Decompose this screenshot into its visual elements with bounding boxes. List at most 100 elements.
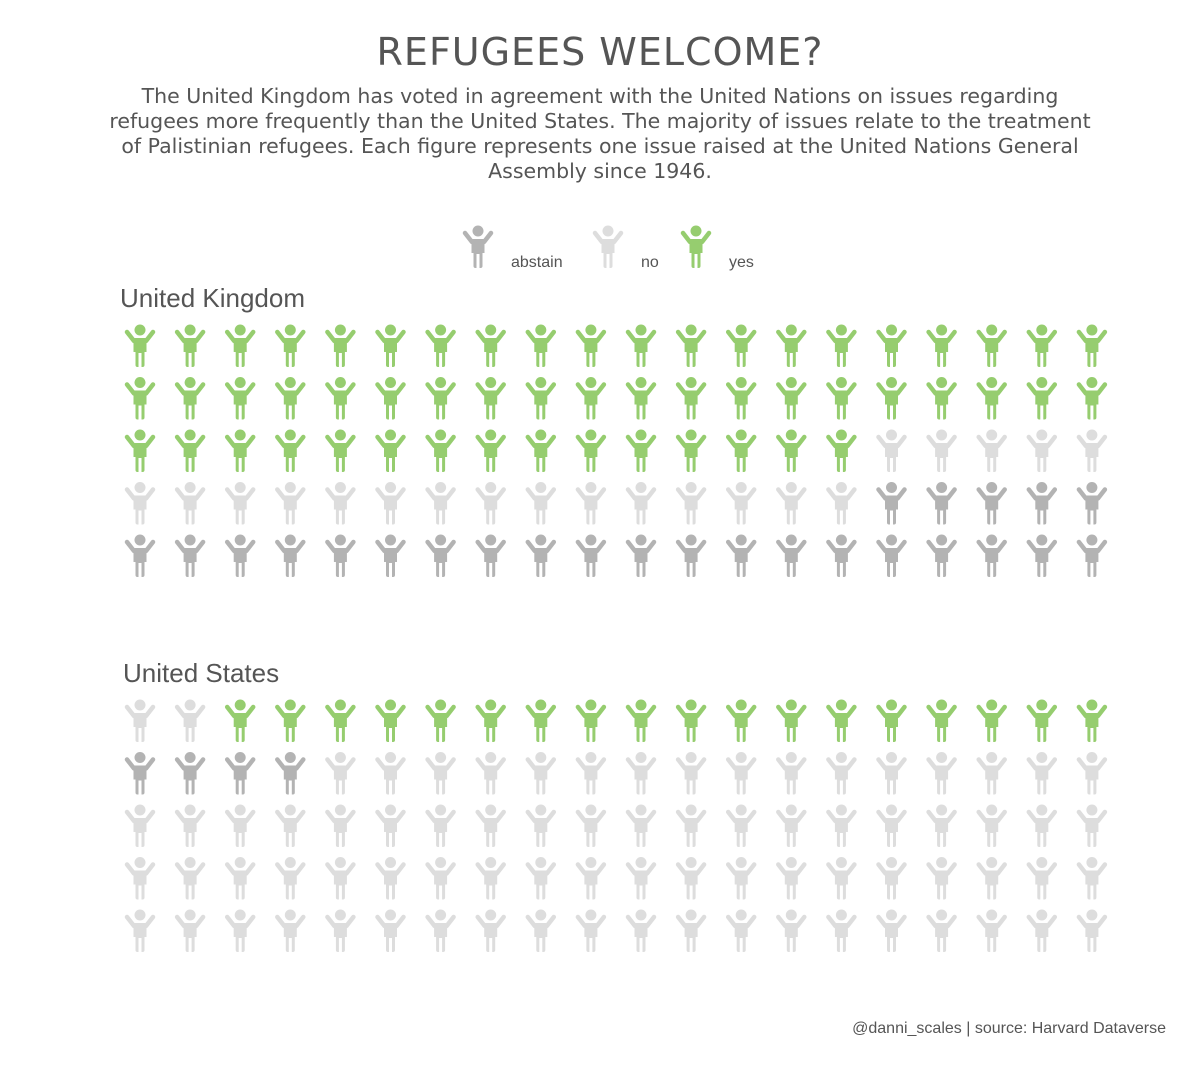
uk-figure-yes	[826, 377, 857, 420]
uk-figure-abstain	[1076, 534, 1108, 577]
us-figure-no	[575, 804, 607, 847]
us-figure-no	[1076, 804, 1108, 847]
uk-figure-no	[124, 482, 156, 525]
us-figure-no	[776, 804, 807, 847]
us-figure-no	[174, 857, 206, 900]
us-figure-yes	[575, 699, 607, 742]
legend-label-abstain: abstain	[511, 254, 563, 271]
uk-figure-yes	[325, 377, 356, 420]
uk-figure-abstain	[926, 482, 957, 525]
us-figure-yes	[976, 699, 1007, 742]
uk-figure-yes	[625, 429, 657, 472]
uk-figure-yes	[275, 324, 306, 367]
uk-figure-no	[1026, 429, 1058, 472]
uk-figure-abstain	[876, 482, 907, 525]
uk-figure-no	[826, 482, 857, 525]
chart-title: REFUGEES WELCOME?	[376, 30, 824, 74]
us-figure-abstain	[224, 752, 256, 795]
legend: abstain no yes	[0, 225, 1200, 275]
uk-figure-no	[575, 482, 607, 525]
us-figure-no	[174, 909, 206, 952]
uk-figure-yes	[675, 324, 707, 367]
us-figure-no	[776, 909, 807, 952]
uk-figure-yes	[174, 324, 206, 367]
uk-figure-no	[776, 482, 807, 525]
us-figure-no	[525, 909, 557, 952]
uk-figure-no	[725, 482, 757, 525]
us-figure-no	[976, 752, 1007, 795]
uk-figure-yes	[776, 429, 807, 472]
us-figure-yes	[625, 699, 657, 742]
uk-figure-yes	[475, 324, 506, 367]
us-figure-abstain	[124, 752, 156, 795]
us-figure-no	[325, 752, 356, 795]
uk-figure-no	[174, 482, 206, 525]
uk-figure-yes	[976, 377, 1007, 420]
uk-figure-yes	[425, 377, 456, 420]
uk-figure-abstain	[325, 534, 356, 577]
us-figure-no	[876, 857, 907, 900]
us-figure-no	[926, 752, 957, 795]
uk-figure-yes	[224, 377, 256, 420]
uk-figure-yes	[325, 324, 356, 367]
uk-figure-abstain	[625, 534, 657, 577]
us-figure-no	[224, 857, 256, 900]
us-figure-no	[675, 857, 707, 900]
us-figure-no	[425, 909, 456, 952]
uk-figure-yes	[1076, 324, 1108, 367]
uk-figure-yes	[1076, 377, 1108, 420]
us-figure-no	[725, 909, 757, 952]
uk-figure-no	[926, 429, 957, 472]
uk-section-title: United Kingdom	[120, 283, 305, 313]
uk-pictogram-svg	[124, 324, 1108, 577]
us-figure-no	[1026, 752, 1058, 795]
us-figure-no	[475, 857, 506, 900]
us-figure-no	[124, 804, 156, 847]
us-figure-yes	[224, 699, 256, 742]
uk-figure-yes	[1026, 377, 1058, 420]
us-figure-no	[876, 804, 907, 847]
uk-figure-yes	[776, 324, 807, 367]
uk-figure-no	[475, 482, 506, 525]
us-figure-no	[725, 857, 757, 900]
uk-figure-yes	[675, 377, 707, 420]
uk-figure-yes	[575, 377, 607, 420]
uk-figure-no	[224, 482, 256, 525]
us-figure-no	[174, 699, 206, 742]
uk-figure-abstain	[725, 534, 757, 577]
us-figure-no	[124, 699, 156, 742]
uk-figure-yes	[525, 377, 557, 420]
us-figure-no	[675, 909, 707, 952]
uk-figure-yes	[174, 429, 206, 472]
us-figure-yes	[1026, 699, 1058, 742]
uk-figure-yes	[976, 324, 1007, 367]
us-figure-no	[525, 752, 557, 795]
uk-figure-no	[876, 429, 907, 472]
us-figure-abstain	[275, 752, 306, 795]
uk-figure-abstain	[826, 534, 857, 577]
uk-figure-abstain	[1026, 482, 1058, 525]
uk-figure-yes	[375, 377, 406, 420]
us-figure-no	[275, 804, 306, 847]
us-figure-no	[375, 804, 406, 847]
us-figure-yes	[876, 699, 907, 742]
us-figure-no	[425, 804, 456, 847]
uk-figure-abstain	[976, 534, 1007, 577]
us-figure-no	[675, 804, 707, 847]
us-figure-no	[926, 857, 957, 900]
uk-figure-abstain	[1076, 482, 1108, 525]
us-figure-no	[776, 857, 807, 900]
uk-figure-abstain	[1026, 534, 1058, 577]
us-figure-no	[625, 804, 657, 847]
us-figure-yes	[1076, 699, 1108, 742]
us-figure-no	[876, 909, 907, 952]
uk-figure-yes	[275, 377, 306, 420]
us-figure-abstain	[174, 752, 206, 795]
uk-figure-abstain	[976, 482, 1007, 525]
uk-figure-yes	[675, 429, 707, 472]
uk-figure-no	[375, 482, 406, 525]
us-figure-no	[425, 857, 456, 900]
uk-figure-yes	[224, 429, 256, 472]
us-figure-no	[876, 752, 907, 795]
us-figure-no	[625, 857, 657, 900]
